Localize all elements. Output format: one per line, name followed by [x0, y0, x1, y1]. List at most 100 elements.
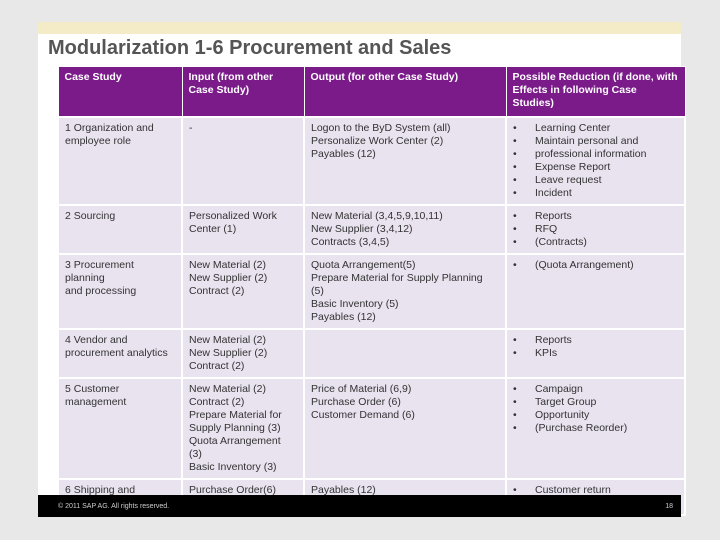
- reduction-bullet: • Opportunity: [513, 409, 678, 422]
- bullet-dot: •: [513, 383, 517, 395]
- output-line: Contracts (3,4,5): [311, 236, 390, 248]
- input-line: New Material (2): [189, 383, 267, 395]
- page-number: 18: [665, 503, 673, 510]
- reduction-bullet: • Target Group: [513, 396, 678, 409]
- bullet-dot: •: [513, 334, 517, 346]
- case-line: 2 Sourcing: [65, 210, 116, 222]
- reduction-bullet: • Incident: [513, 187, 678, 200]
- reduction-text: Maintain personal and: [535, 135, 639, 147]
- cell-input: New Material (2) New Supplier (2) Contract…: [181, 253, 305, 330]
- reduction-bullet: • Learning Center: [513, 122, 678, 135]
- cell-output: Logon to the ByD System (all) Personalize…: [303, 116, 507, 206]
- table-row: 1 Organization and employee role - Logon to…: [57, 116, 686, 206]
- reduction-text: (Quota Arrangement): [535, 259, 634, 271]
- table-row: 5 Customer management New Material (2) Cont…: [57, 377, 686, 480]
- reduction-bullet: • Campaign: [513, 383, 678, 396]
- reduction-text: (Purchase Reorder): [535, 422, 628, 434]
- bullet-dot: •: [513, 148, 517, 160]
- output-line: New Supplier (3,4,12): [311, 223, 413, 235]
- output-line: Payables (12): [311, 484, 376, 496]
- bullet-dot: •: [513, 135, 517, 147]
- bullet-dot: •: [513, 210, 517, 222]
- reduction-text: Incident: [535, 187, 572, 199]
- bullet-dot: •: [513, 409, 517, 421]
- header-case-study: Case Study: [57, 66, 183, 118]
- table-header-row: Case Study Input (from other Case Study)…: [57, 66, 686, 118]
- output-line: Payables (12): [311, 311, 376, 323]
- reduction-bullet: • professional information: [513, 148, 678, 161]
- input-line: Quota Arrangement: [189, 435, 281, 447]
- cell-reduction: • Reports • KPIs: [505, 328, 686, 379]
- input-line: Supply Planning (3): [189, 422, 281, 434]
- cell-input: New Material (2) New Supplier (2) Contract…: [181, 328, 305, 379]
- input-line: Purchase Order(6): [189, 484, 276, 496]
- output-line: (5): [311, 285, 324, 297]
- input-line: Contract (2): [189, 360, 245, 372]
- input-line: New Material (2): [189, 334, 267, 346]
- slide-title: Modularization 1-6 Procurement and Sales: [48, 37, 452, 59]
- reduction-bullet: • (Purchase Reorder): [513, 422, 678, 435]
- reduction-text: (Contracts): [535, 236, 587, 248]
- cell-case: 1 Organization and employee role: [57, 116, 183, 206]
- bullet-dot: •: [513, 259, 517, 271]
- case-line: 3 Procurement: [65, 259, 134, 271]
- bullet-dot: •: [513, 174, 517, 186]
- input-line: Contract (2): [189, 396, 245, 408]
- reduction-bullet: • Customer return: [513, 484, 678, 497]
- reduction-text: Customer return: [535, 484, 611, 496]
- input-line: Center (1): [189, 223, 237, 235]
- reduction-text: Reports: [535, 210, 572, 222]
- cell-case: 4 Vendor and procurement analytics: [57, 328, 183, 379]
- cell-reduction: • Learning Center • Maintain personal and • p…: [505, 116, 686, 206]
- table-row: 2 Sourcing Personalized Work Center (1) New…: [57, 204, 686, 255]
- cell-input: -: [181, 116, 305, 206]
- slide: Modularization 1-6 Procurement and Sales…: [38, 22, 686, 517]
- input-line: Personalized Work: [189, 210, 277, 222]
- reduction-text: Reports: [535, 334, 572, 346]
- input-line: -: [189, 122, 193, 134]
- input-line: Prepare Material for: [189, 409, 282, 421]
- bullet-dot: •: [513, 236, 517, 248]
- case-study-table: Case Study Input (from other Case Study)…: [57, 66, 686, 516]
- case-line: procurement analytics: [65, 347, 168, 359]
- reduction-bullet: • Reports: [513, 210, 678, 223]
- reduction-text: Target Group: [535, 396, 597, 408]
- reduction-bullet: • Reports: [513, 334, 678, 347]
- case-line: 4 Vendor and: [65, 334, 128, 346]
- reduction-text: Campaign: [535, 383, 583, 395]
- input-line: New Supplier (2): [189, 272, 268, 284]
- reduction-text: Learning Center: [535, 122, 611, 134]
- bullet-dot: •: [513, 347, 517, 359]
- case-line: employee role: [65, 135, 131, 147]
- case-line: 5 Customer: [65, 383, 120, 395]
- output-line: New Material (3,4,5,9,10,11): [311, 210, 443, 222]
- case-line: planning: [65, 272, 105, 284]
- cell-reduction: • Campaign • Target Group • Opportunity • (Purc…: [505, 377, 686, 480]
- output-line: Price of Material (6,9): [311, 383, 412, 395]
- reduction-text: KPIs: [535, 347, 558, 359]
- cell-output: New Material (3,4,5,9,10,11) New Supplier…: [303, 204, 507, 255]
- cell-output: Price of Material (6,9) Purchase Order (6…: [303, 377, 507, 480]
- header-input: Input (from other Case Study): [181, 66, 305, 118]
- slide-top-bar: [38, 22, 681, 34]
- input-line: Contract (2): [189, 285, 245, 297]
- case-line: and processing: [65, 285, 137, 297]
- reduction-bullet: • Expense Report: [513, 161, 678, 174]
- case-line: 1 Organization and: [65, 122, 154, 134]
- case-line: management: [65, 396, 127, 408]
- cell-case: 3 Procurement planning and processing: [57, 253, 183, 330]
- table-row: 4 Vendor and procurement analytics New Mat…: [57, 328, 686, 379]
- header-possible-reduction: Possible Reduction (if done, with Effect…: [505, 66, 686, 118]
- cell-output: Quota Arrangement(5) Prepare Material for…: [303, 253, 507, 330]
- cell-output: [303, 328, 507, 379]
- reduction-text: RFQ: [535, 223, 558, 235]
- reduction-text: Expense Report: [535, 161, 611, 173]
- output-line: Customer Demand (6): [311, 409, 415, 421]
- header-output: Output (for other Case Study): [303, 66, 507, 118]
- output-line: Logon to the ByD System (all): [311, 122, 451, 134]
- reduction-bullet: • (Quota Arrangement): [513, 259, 678, 272]
- output-line: Quota Arrangement(5): [311, 259, 416, 271]
- output-line: Purchase Order (6): [311, 396, 401, 408]
- input-line: New Material (2): [189, 259, 267, 271]
- cell-reduction: • (Quota Arrangement): [505, 253, 686, 330]
